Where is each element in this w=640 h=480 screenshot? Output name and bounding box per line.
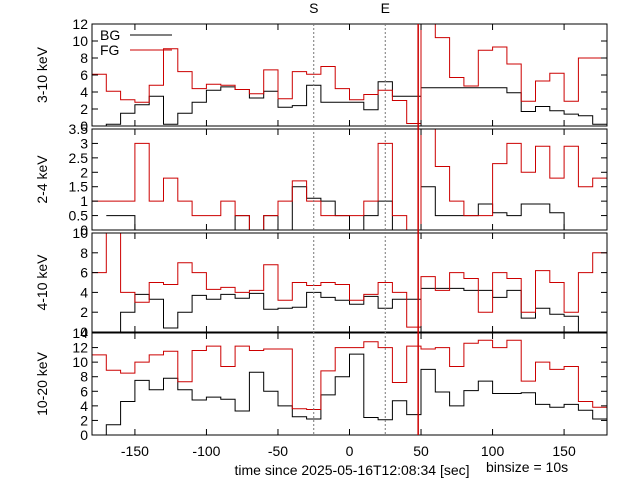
y-axis-label: 4-10 keV [34, 254, 50, 311]
y-tick-label: 12 [72, 340, 88, 356]
y-tick-label: 0 [80, 222, 88, 238]
legend-label-fg: FG [100, 42, 119, 58]
marker-label-e: E [381, 0, 390, 16]
series-fg-line [92, 23, 607, 124]
series-fg-line [92, 128, 608, 231]
y-tick-label: 0 [80, 324, 88, 340]
series-fg-line [92, 339, 608, 435]
x-tick-label: -100 [192, 443, 220, 459]
y-tick-label: 1 [80, 193, 88, 209]
panel-frame [91, 128, 608, 231]
y-axis-label: 3-10 keV [34, 46, 50, 103]
x-tick-label: 0 [346, 443, 354, 459]
x-tick-label: 150 [552, 443, 576, 459]
series-bg-line [92, 353, 608, 436]
y-tick-label: 2 [80, 304, 88, 320]
y-tick-label: 10 [72, 33, 88, 49]
legend-label-bg: BG [100, 27, 120, 43]
y-tick-label: 10 [72, 354, 88, 370]
y-tick-label: 10 [72, 225, 88, 241]
y-tick-label: 2 [80, 412, 88, 428]
series-fg-line [92, 232, 608, 328]
x-tick-label: 50 [413, 443, 429, 459]
y-tick-label: 1.5 [69, 179, 89, 195]
y-tick-label: 0 [80, 118, 88, 134]
binsize-label: binsize = 10s [486, 459, 568, 475]
y-tick-label: 0 [80, 427, 88, 443]
x-axis: -150 -100 -50 0 50 100 150 [121, 443, 576, 459]
panel-2: 0 2 4 6 8 10 4-10 keV [34, 225, 608, 340]
y-axis-label: 10-20 keV [34, 351, 50, 415]
y-tick-label: 2 [80, 164, 88, 180]
x-tick-label: -50 [268, 443, 288, 459]
y-tick-label: 8 [80, 245, 88, 261]
x-tick-label: 100 [481, 443, 505, 459]
y-tick-label: 6 [80, 383, 88, 399]
y-tick-label: 12 [72, 16, 88, 32]
y-tick-label: 6 [80, 67, 88, 83]
y-tick-label: 2 [80, 101, 88, 117]
panel-frame [91, 23, 608, 127]
y-tick-label: 4 [80, 284, 88, 300]
panel-frame [91, 232, 608, 333]
panel-frame [91, 332, 608, 436]
panel-1: 00.511.522.533.52-4 keV [34, 121, 608, 238]
y-tick-label: 4 [80, 84, 88, 100]
y-tick-label: 8 [80, 50, 88, 66]
series-bg-line [106, 186, 593, 231]
x-axis-label: time since 2025-05-16T12:08:34 [sec] [234, 462, 469, 478]
y-tick-label: 3 [80, 135, 88, 151]
y-tick-label: 6 [80, 265, 88, 281]
x-tick-label: -150 [121, 443, 149, 459]
y-tick-label: 2.5 [69, 150, 89, 166]
series-bg-line [106, 287, 593, 333]
y-tick-label: 14 [72, 325, 88, 341]
y-tick-label: 4 [80, 398, 88, 414]
marker-label-s: S [309, 0, 318, 16]
y-tick-label: 0.5 [69, 208, 89, 224]
y-tick-label: 3.5 [69, 121, 89, 137]
y-tick-label: 8 [80, 369, 88, 385]
y-axis-label: 2-4 keV [34, 155, 50, 204]
series-bg-line [92, 81, 607, 127]
